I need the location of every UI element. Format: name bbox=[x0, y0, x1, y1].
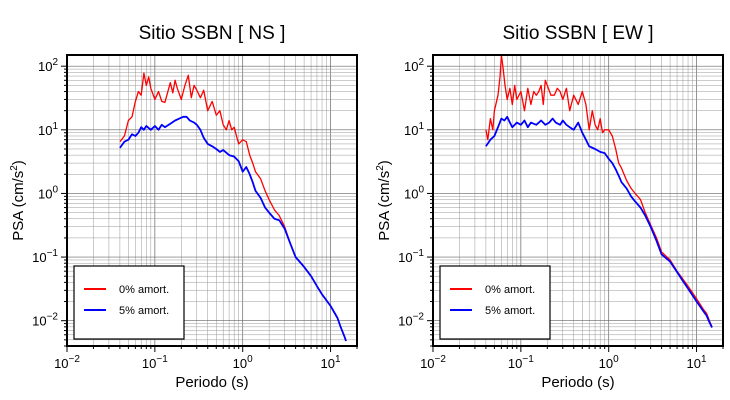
legend: 0% amort. 5% amort. bbox=[73, 265, 185, 340]
chart-ew: Sitio SSBN [ EW ] 10−2 10−1 100 101 10−2 10−1 1… bbox=[375, 23, 724, 391]
y-axis-label: PSA (cm/s2) bbox=[375, 160, 393, 241]
y-tick-label: 102 bbox=[404, 57, 424, 74]
chart-title: Sitio SSBN [ NS ] bbox=[139, 23, 286, 44]
y-tick-label: 10−1 bbox=[398, 248, 424, 265]
plot-frame bbox=[66, 54, 358, 347]
plot-frame bbox=[432, 54, 724, 347]
x-tick-label: 100 bbox=[599, 354, 619, 371]
series-line-damping-5 bbox=[119, 115, 347, 342]
legend-label: 0% amort. bbox=[485, 284, 535, 296]
x-tick-label: 10−1 bbox=[142, 354, 168, 371]
x-tick-label: 101 bbox=[321, 354, 341, 371]
legend-label: 5% amort. bbox=[485, 305, 535, 317]
chart-ns: Sitio SSBN [ NS ] 10−2 10−1 100 101 10−2 10−1 1… bbox=[9, 23, 358, 391]
y-tick-label: 101 bbox=[404, 121, 424, 138]
series-line-damping-5 bbox=[485, 115, 713, 328]
x-tick-label: 10−2 bbox=[54, 354, 80, 371]
legend-label: 5% amort. bbox=[119, 305, 169, 317]
y-tick-label: 10−2 bbox=[398, 312, 424, 329]
x-tick-label: 101 bbox=[687, 354, 707, 371]
legend-label: 0% amort. bbox=[119, 284, 169, 296]
y-tick-label: 100 bbox=[404, 184, 424, 201]
x-tick-label: 100 bbox=[233, 354, 253, 371]
x-axis-label: Periodo (s) bbox=[175, 374, 248, 391]
x-tick-label: 10−1 bbox=[508, 354, 534, 371]
y-tick-label: 10−1 bbox=[32, 248, 58, 265]
y-tick-label: 101 bbox=[38, 121, 58, 138]
y-tick-label: 10−2 bbox=[32, 312, 58, 329]
x-axis-label: Periodo (s) bbox=[541, 374, 614, 391]
legend-box bbox=[73, 265, 185, 340]
y-axis-label: PSA (cm/s2) bbox=[9, 160, 27, 241]
y-tick-label: 100 bbox=[38, 184, 58, 201]
x-tick-label: 10−2 bbox=[420, 354, 446, 371]
chart-title: Sitio SSBN [ EW ] bbox=[503, 23, 654, 44]
y-tick-label: 102 bbox=[38, 57, 58, 74]
legend-box bbox=[439, 265, 551, 340]
legend: 0% amort. 5% amort. bbox=[439, 265, 551, 340]
